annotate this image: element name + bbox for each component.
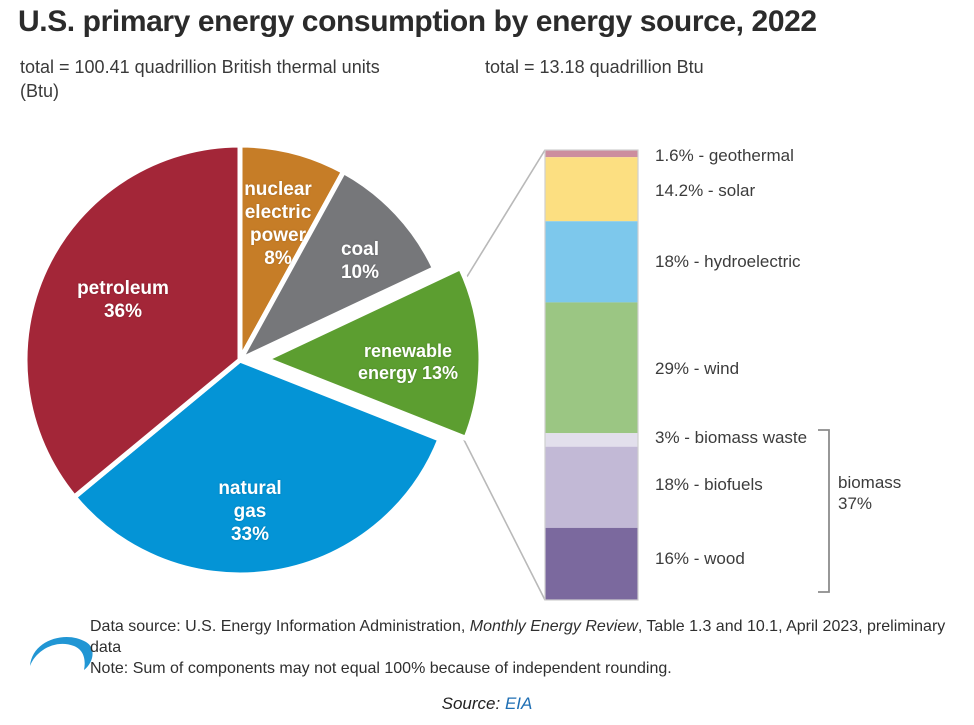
bar-label-wind: 29% - wind xyxy=(655,359,740,378)
pie-subtitle: total = 100.41 quadrillion British therm… xyxy=(20,57,380,101)
biomass-bracket xyxy=(818,429,830,593)
pie-label-petroleum-value: 36% xyxy=(103,301,143,322)
bar-outline xyxy=(544,149,639,601)
pie-label-nuclear: nuclear electric power 8% xyxy=(228,178,328,270)
biomass-bracket-label: biomass 37% xyxy=(838,472,958,514)
bar-label-geothermal: 1.6% - geothermal xyxy=(655,146,794,165)
pie-label-renewable-name1: renewable xyxy=(363,341,453,361)
stacked-bar-chart xyxy=(544,149,639,601)
pie-label-nuclear-name3: power xyxy=(250,225,306,246)
leader-line-top xyxy=(459,149,546,289)
pie-label-renewable-name2: energy 13% xyxy=(357,363,459,383)
footer-source-publication: Monthly Energy Review xyxy=(469,618,638,635)
pie-label-coal: coal 10% xyxy=(318,238,402,284)
pie-label-coal-value: 10% xyxy=(340,262,380,283)
source-credit-link[interactable]: EIA xyxy=(504,694,533,713)
bar-subtitle: total = 13.18 quadrillion Btu xyxy=(485,57,704,77)
pie-label-coal-name: coal xyxy=(340,239,380,260)
pie-chart xyxy=(22,142,484,578)
page-title: U.S. primary energy consumption by energ… xyxy=(18,5,817,38)
bar-segment-biofuels[interactable] xyxy=(545,446,638,528)
pie-slice-coal[interactable] xyxy=(234,168,438,366)
pie-label-natural-gas: natural gas 33% xyxy=(180,477,320,546)
leader-line-bottom xyxy=(459,431,546,601)
bar-label-solar: 14.2% - solar xyxy=(655,181,756,200)
bar-segment-wood[interactable] xyxy=(545,527,638,600)
bar-label-biomass-waste: 3% - biomass waste xyxy=(655,428,808,447)
bar-label-wood: 16% - wood xyxy=(655,549,745,568)
pie-slice-natural-gas[interactable] xyxy=(70,357,444,578)
pie-label-nuclear-name2: electric xyxy=(244,202,312,223)
pie-label-petroleum: petroleum 36% xyxy=(38,277,208,323)
footer-rounding-note: Note: Sum of components may not equal 10… xyxy=(90,660,672,677)
pie-label-natural-gas-name1: natural xyxy=(218,478,282,499)
eia-logo xyxy=(30,636,93,670)
bar-label-biofuels: 18% - biofuels xyxy=(655,475,763,494)
source-credit: Source: EIA xyxy=(0,694,974,714)
footer-note: Data source: U.S. Energy Information Adm… xyxy=(90,616,970,679)
pie-label-natural-gas-value: 33% xyxy=(230,524,270,545)
source-credit-prefix: Source: xyxy=(441,694,505,713)
biomass-bracket-name: biomass xyxy=(838,473,902,492)
bar-segment-wind[interactable] xyxy=(545,302,638,434)
footer-source-suffix: , Table 1.3 and 10.1, April 2023, prelim… xyxy=(90,618,946,656)
biomass-bracket-value: 37% xyxy=(838,494,873,513)
pie-label-petroleum-name: petroleum xyxy=(77,278,169,299)
pie-slice-petroleum[interactable] xyxy=(22,142,243,501)
pie-label-nuclear-name1: nuclear xyxy=(244,179,312,200)
footer-source-prefix: Data source: U.S. Energy Information Adm… xyxy=(90,618,470,635)
bar-segment-hydroelectric[interactable] xyxy=(545,221,638,303)
footer-data-source: Data source: U.S. Energy Information Adm… xyxy=(90,616,970,658)
bar-segment-solar[interactable] xyxy=(545,157,638,222)
pie-slice-renewable-energy[interactable] xyxy=(259,264,484,442)
bar-label-hydroelectric: 18% - hydroelectric xyxy=(655,252,801,271)
pie-label-nuclear-value: 8% xyxy=(264,248,292,269)
pie-label-renewable: renewable energy 13% xyxy=(338,340,478,384)
bar-segment-geothermal[interactable] xyxy=(545,150,638,158)
bar-segment-biomass-waste[interactable] xyxy=(545,433,638,447)
pie-label-natural-gas-name2: gas xyxy=(233,501,267,522)
leader-lines xyxy=(459,149,546,601)
